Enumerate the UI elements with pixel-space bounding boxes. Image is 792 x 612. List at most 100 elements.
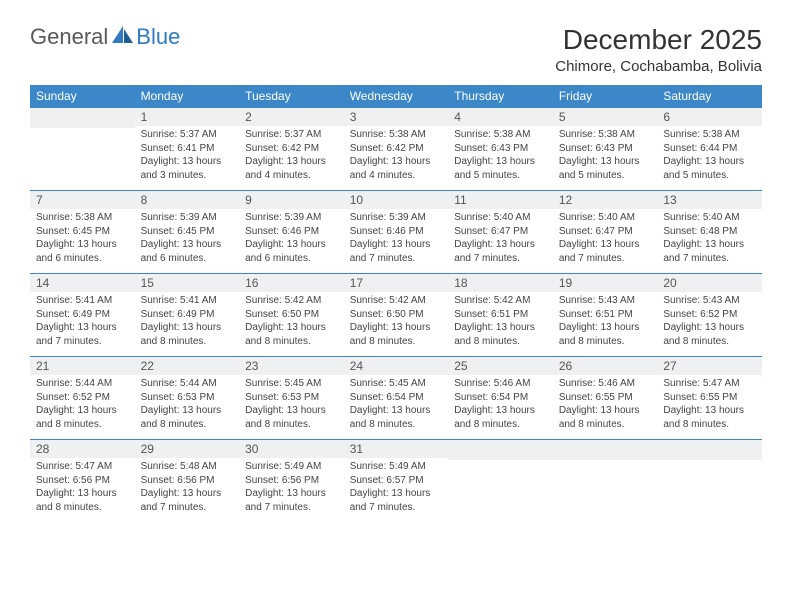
sunset-text: Sunset: 6:50 PM [245, 308, 338, 322]
day-number: 4 [448, 108, 553, 126]
calendar-day-cell: 20Sunrise: 5:43 AMSunset: 6:52 PMDayligh… [657, 274, 762, 357]
sunrise-text: Sunrise: 5:46 AM [559, 377, 652, 391]
calendar-day-cell: 28Sunrise: 5:47 AMSunset: 6:56 PMDayligh… [30, 440, 135, 523]
day-number [553, 440, 658, 460]
daylight-text: Daylight: 13 hours and 8 minutes. [350, 404, 443, 431]
day-details: Sunrise: 5:40 AMSunset: 6:48 PMDaylight:… [657, 209, 762, 269]
day-number: 8 [135, 191, 240, 209]
weekday-header-row: Sunday Monday Tuesday Wednesday Thursday… [30, 85, 762, 108]
sunset-text: Sunset: 6:54 PM [454, 391, 547, 405]
sunset-text: Sunset: 6:52 PM [663, 308, 756, 322]
calendar-day-cell: 29Sunrise: 5:48 AMSunset: 6:56 PMDayligh… [135, 440, 240, 523]
sunrise-text: Sunrise: 5:37 AM [141, 128, 234, 142]
daylight-text: Daylight: 13 hours and 5 minutes. [559, 155, 652, 182]
daylight-text: Daylight: 13 hours and 7 minutes. [559, 238, 652, 265]
sunset-text: Sunset: 6:56 PM [141, 474, 234, 488]
day-details: Sunrise: 5:39 AMSunset: 6:46 PMDaylight:… [344, 209, 449, 269]
day-details [30, 128, 135, 134]
sunrise-text: Sunrise: 5:38 AM [350, 128, 443, 142]
day-number: 25 [448, 357, 553, 375]
day-details [657, 460, 762, 466]
day-number: 29 [135, 440, 240, 458]
sunset-text: Sunset: 6:41 PM [141, 142, 234, 156]
day-details: Sunrise: 5:40 AMSunset: 6:47 PMDaylight:… [448, 209, 553, 269]
sunset-text: Sunset: 6:53 PM [245, 391, 338, 405]
calendar-day-cell: 21Sunrise: 5:44 AMSunset: 6:52 PMDayligh… [30, 357, 135, 440]
day-number: 12 [553, 191, 658, 209]
sunset-text: Sunset: 6:45 PM [141, 225, 234, 239]
calendar-day-cell [30, 108, 135, 191]
sunset-text: Sunset: 6:42 PM [350, 142, 443, 156]
day-number: 19 [553, 274, 658, 292]
sunrise-text: Sunrise: 5:45 AM [350, 377, 443, 391]
daylight-text: Daylight: 13 hours and 8 minutes. [663, 404, 756, 431]
calendar-week-row: 21Sunrise: 5:44 AMSunset: 6:52 PMDayligh… [30, 357, 762, 440]
daylight-text: Daylight: 13 hours and 8 minutes. [245, 321, 338, 348]
day-details: Sunrise: 5:47 AMSunset: 6:55 PMDaylight:… [657, 375, 762, 435]
calendar-day-cell: 12Sunrise: 5:40 AMSunset: 6:47 PMDayligh… [553, 191, 658, 274]
day-number: 13 [657, 191, 762, 209]
weekday-header: Friday [553, 85, 658, 108]
calendar-day-cell: 2Sunrise: 5:37 AMSunset: 6:42 PMDaylight… [239, 108, 344, 191]
daylight-text: Daylight: 13 hours and 8 minutes. [141, 321, 234, 348]
sunset-text: Sunset: 6:43 PM [559, 142, 652, 156]
day-number [448, 440, 553, 460]
daylight-text: Daylight: 13 hours and 8 minutes. [245, 404, 338, 431]
header: General Blue December 2025 Chimore, Coch… [30, 24, 762, 75]
sunset-text: Sunset: 6:47 PM [454, 225, 547, 239]
calendar-day-cell: 23Sunrise: 5:45 AMSunset: 6:53 PMDayligh… [239, 357, 344, 440]
daylight-text: Daylight: 13 hours and 8 minutes. [559, 404, 652, 431]
sunrise-text: Sunrise: 5:42 AM [245, 294, 338, 308]
day-details: Sunrise: 5:49 AMSunset: 6:56 PMDaylight:… [239, 458, 344, 518]
day-number: 11 [448, 191, 553, 209]
day-details: Sunrise: 5:43 AMSunset: 6:52 PMDaylight:… [657, 292, 762, 352]
sail-icon [112, 24, 134, 50]
day-number: 6 [657, 108, 762, 126]
day-details: Sunrise: 5:38 AMSunset: 6:43 PMDaylight:… [448, 126, 553, 186]
weekday-header: Wednesday [344, 85, 449, 108]
daylight-text: Daylight: 13 hours and 8 minutes. [141, 404, 234, 431]
sunrise-text: Sunrise: 5:41 AM [141, 294, 234, 308]
calendar-day-cell: 9Sunrise: 5:39 AMSunset: 6:46 PMDaylight… [239, 191, 344, 274]
daylight-text: Daylight: 13 hours and 8 minutes. [350, 321, 443, 348]
sunrise-text: Sunrise: 5:39 AM [141, 211, 234, 225]
logo-text-1: General [30, 24, 108, 50]
day-details: Sunrise: 5:38 AMSunset: 6:42 PMDaylight:… [344, 126, 449, 186]
day-details: Sunrise: 5:39 AMSunset: 6:45 PMDaylight:… [135, 209, 240, 269]
calendar-day-cell: 17Sunrise: 5:42 AMSunset: 6:50 PMDayligh… [344, 274, 449, 357]
sunrise-text: Sunrise: 5:38 AM [663, 128, 756, 142]
day-number: 17 [344, 274, 449, 292]
sunset-text: Sunset: 6:49 PM [141, 308, 234, 322]
sunset-text: Sunset: 6:56 PM [245, 474, 338, 488]
title-block: December 2025 Chimore, Cochabamba, Boliv… [555, 24, 762, 75]
sunrise-text: Sunrise: 5:42 AM [454, 294, 547, 308]
sunset-text: Sunset: 6:45 PM [36, 225, 129, 239]
day-number: 22 [135, 357, 240, 375]
day-number: 28 [30, 440, 135, 458]
calendar-day-cell: 19Sunrise: 5:43 AMSunset: 6:51 PMDayligh… [553, 274, 658, 357]
calendar-body: 1Sunrise: 5:37 AMSunset: 6:41 PMDaylight… [30, 108, 762, 523]
daylight-text: Daylight: 13 hours and 3 minutes. [141, 155, 234, 182]
logo: General Blue [30, 24, 180, 50]
sunset-text: Sunset: 6:50 PM [350, 308, 443, 322]
sunset-text: Sunset: 6:44 PM [663, 142, 756, 156]
sunrise-text: Sunrise: 5:44 AM [36, 377, 129, 391]
logo-text-2: Blue [136, 24, 180, 50]
sunrise-text: Sunrise: 5:47 AM [36, 460, 129, 474]
day-number: 2 [239, 108, 344, 126]
daylight-text: Daylight: 13 hours and 7 minutes. [454, 238, 547, 265]
calendar-table: Sunday Monday Tuesday Wednesday Thursday… [30, 85, 762, 522]
day-details: Sunrise: 5:42 AMSunset: 6:51 PMDaylight:… [448, 292, 553, 352]
sunrise-text: Sunrise: 5:40 AM [454, 211, 547, 225]
sunset-text: Sunset: 6:55 PM [559, 391, 652, 405]
sunrise-text: Sunrise: 5:43 AM [663, 294, 756, 308]
sunset-text: Sunset: 6:56 PM [36, 474, 129, 488]
sunrise-text: Sunrise: 5:47 AM [663, 377, 756, 391]
sunset-text: Sunset: 6:46 PM [350, 225, 443, 239]
calendar-day-cell: 24Sunrise: 5:45 AMSunset: 6:54 PMDayligh… [344, 357, 449, 440]
sunset-text: Sunset: 6:46 PM [245, 225, 338, 239]
sunset-text: Sunset: 6:43 PM [454, 142, 547, 156]
daylight-text: Daylight: 13 hours and 7 minutes. [663, 238, 756, 265]
calendar-day-cell [448, 440, 553, 523]
day-details: Sunrise: 5:47 AMSunset: 6:56 PMDaylight:… [30, 458, 135, 518]
